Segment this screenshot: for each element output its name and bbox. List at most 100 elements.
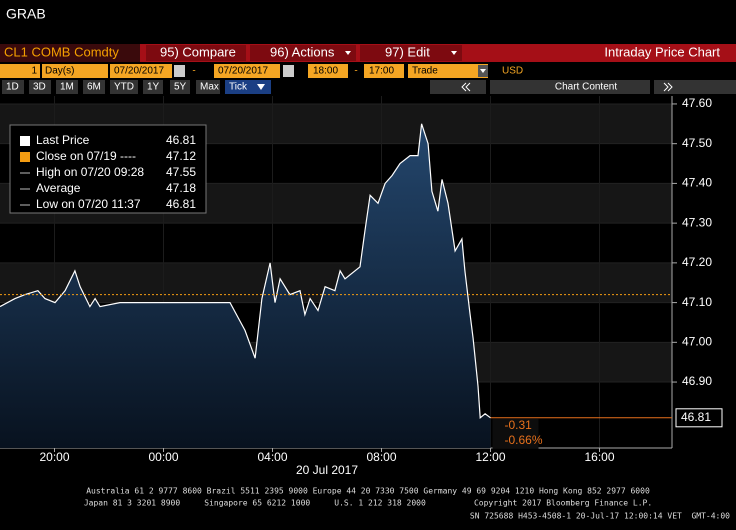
nav-icon — [663, 82, 669, 92]
range-button[interactable] — [225, 80, 271, 94]
y-tick-label: 47.20 — [682, 255, 712, 269]
range-button[interactable] — [110, 80, 138, 94]
dropdown-arrow — [257, 84, 265, 90]
window-title: GRAB — [6, 6, 46, 22]
legend-value: 47.12 — [166, 149, 196, 163]
menu-label[interactable]: 95) Compare — [160, 44, 236, 59]
x-tick-label: 20:00 — [39, 450, 69, 464]
y-tick-label: 47.60 — [682, 96, 712, 110]
field-text[interactable]: 18:00 — [313, 66, 338, 77]
nav-button[interactable] — [430, 80, 486, 94]
x-tick-label: 16:00 — [584, 450, 614, 464]
menu-label[interactable]: 97) Edit — [385, 44, 430, 59]
dropdown-arrow — [451, 51, 457, 55]
range-label[interactable]: 1Y — [147, 82, 160, 93]
separator: - — [192, 66, 195, 77]
x-tick-label: 12:00 — [475, 450, 505, 464]
range-button[interactable] — [56, 80, 78, 94]
footer-line: Australia 61 2 9777 8600 Brazil 5511 239… — [86, 487, 650, 496]
legend-value: 46.81 — [166, 197, 196, 211]
legend — [9, 124, 207, 214]
currency: USD — [502, 66, 523, 77]
legend-swatch — [20, 136, 30, 146]
area — [0, 123, 491, 449]
x-tick-label: 04:00 — [257, 450, 287, 464]
field-text[interactable]: Trade — [412, 66, 438, 77]
calendar-icon[interactable] — [283, 65, 294, 77]
y-tick-label: 47.10 — [682, 295, 712, 309]
separator: - — [354, 66, 357, 77]
menu-button[interactable] — [250, 45, 356, 61]
range-label[interactable]: Tick — [229, 82, 248, 93]
field[interactable] — [214, 64, 280, 78]
field-text[interactable]: 07/20/2017 — [218, 66, 268, 77]
range-bar: 1D 3D 1M 6M YTD 1Y 5Y Max Tick — [2, 80, 271, 94]
range-label[interactable]: 1D — [6, 82, 19, 93]
ticker[interactable]: CL1 COMB Comdty — [4, 44, 119, 59]
range-button[interactable] — [29, 80, 51, 94]
field[interactable] — [42, 64, 108, 78]
legend-label: High on 07/20 09:28 — [36, 165, 144, 179]
field[interactable] — [308, 64, 348, 78]
calendar-icon[interactable] — [174, 65, 185, 77]
field-text[interactable]: 07/20/2017 — [114, 66, 164, 77]
ticker-box[interactable] — [0, 44, 140, 62]
range-button[interactable] — [143, 80, 163, 94]
legend-entries: Last Price 46.81 Close on 07/19 ---- 47.12 H… — [20, 133, 196, 211]
chart-content[interactable]: Chart Content — [555, 82, 617, 93]
change-label: -0.31 — [505, 418, 533, 432]
footer-line: Japan 81 3 3201 8900 Singapore 65 6212 1… — [84, 499, 652, 508]
range-label[interactable]: 6M — [87, 82, 101, 93]
nav-icon — [461, 82, 467, 92]
legend-swatch — [20, 152, 30, 162]
range-label[interactable]: 1M — [60, 82, 74, 93]
x-tick-label: 08:00 — [366, 450, 396, 464]
y-tick-label: 47.00 — [682, 334, 712, 348]
legend-label: Average — [36, 181, 81, 195]
menu-button[interactable] — [360, 45, 462, 61]
y-tick-label: 47.30 — [682, 215, 712, 229]
field[interactable] — [364, 64, 404, 78]
field-text[interactable]: Day(s) — [45, 66, 74, 77]
dropdown-arrow — [345, 51, 351, 55]
change-box — [492, 418, 539, 449]
legend-value: 47.55 — [166, 165, 196, 179]
dropdown-arrow — [480, 69, 486, 73]
range-label[interactable]: Max — [200, 82, 219, 93]
range-button[interactable] — [83, 80, 105, 94]
field[interactable] — [0, 64, 40, 78]
range-label[interactable]: 5Y — [174, 82, 187, 93]
field-text[interactable]: 17:00 — [369, 66, 394, 77]
x-sublabel: 20 Jul 2017 — [296, 463, 358, 477]
nav-icon — [465, 82, 471, 92]
field[interactable] — [110, 64, 172, 78]
nav-button[interactable] — [654, 80, 736, 94]
y-tick-label: 47.40 — [682, 176, 712, 190]
change-pct-label: -0.66% — [505, 433, 543, 447]
range-label[interactable]: 3D — [33, 82, 46, 93]
last-price-tag — [675, 408, 723, 428]
x-tick-label: 00:00 — [148, 450, 178, 464]
nav-icon — [667, 82, 673, 92]
range-label[interactable]: YTD — [114, 82, 134, 93]
price-line — [0, 123, 491, 419]
last-price-label: 46.81 — [681, 410, 711, 424]
view-title: Intraday Price Chart — [604, 44, 720, 59]
range-button[interactable] — [170, 80, 190, 94]
nav-button[interactable] — [490, 80, 650, 94]
legend-value: 47.18 — [166, 181, 196, 195]
y-tick-label: 46.90 — [682, 374, 712, 388]
legend-label: Close on 07/19 ---- — [36, 149, 136, 163]
menu-label[interactable]: 96) Actions — [270, 44, 335, 59]
legend-label: Low on 07/20 11:37 — [36, 197, 141, 211]
range-button[interactable] — [196, 80, 220, 94]
field-text[interactable]: 1 — [31, 66, 37, 77]
menu-button[interactable] — [146, 45, 246, 61]
y-tick-label: 47.50 — [682, 136, 712, 150]
legend-label: Last Price — [36, 133, 90, 147]
range-button[interactable] — [2, 80, 24, 94]
field[interactable] — [408, 64, 488, 78]
footer-line: SN 725688 H453-4508-1 20-Jul-17 12:00:14… — [470, 512, 730, 521]
